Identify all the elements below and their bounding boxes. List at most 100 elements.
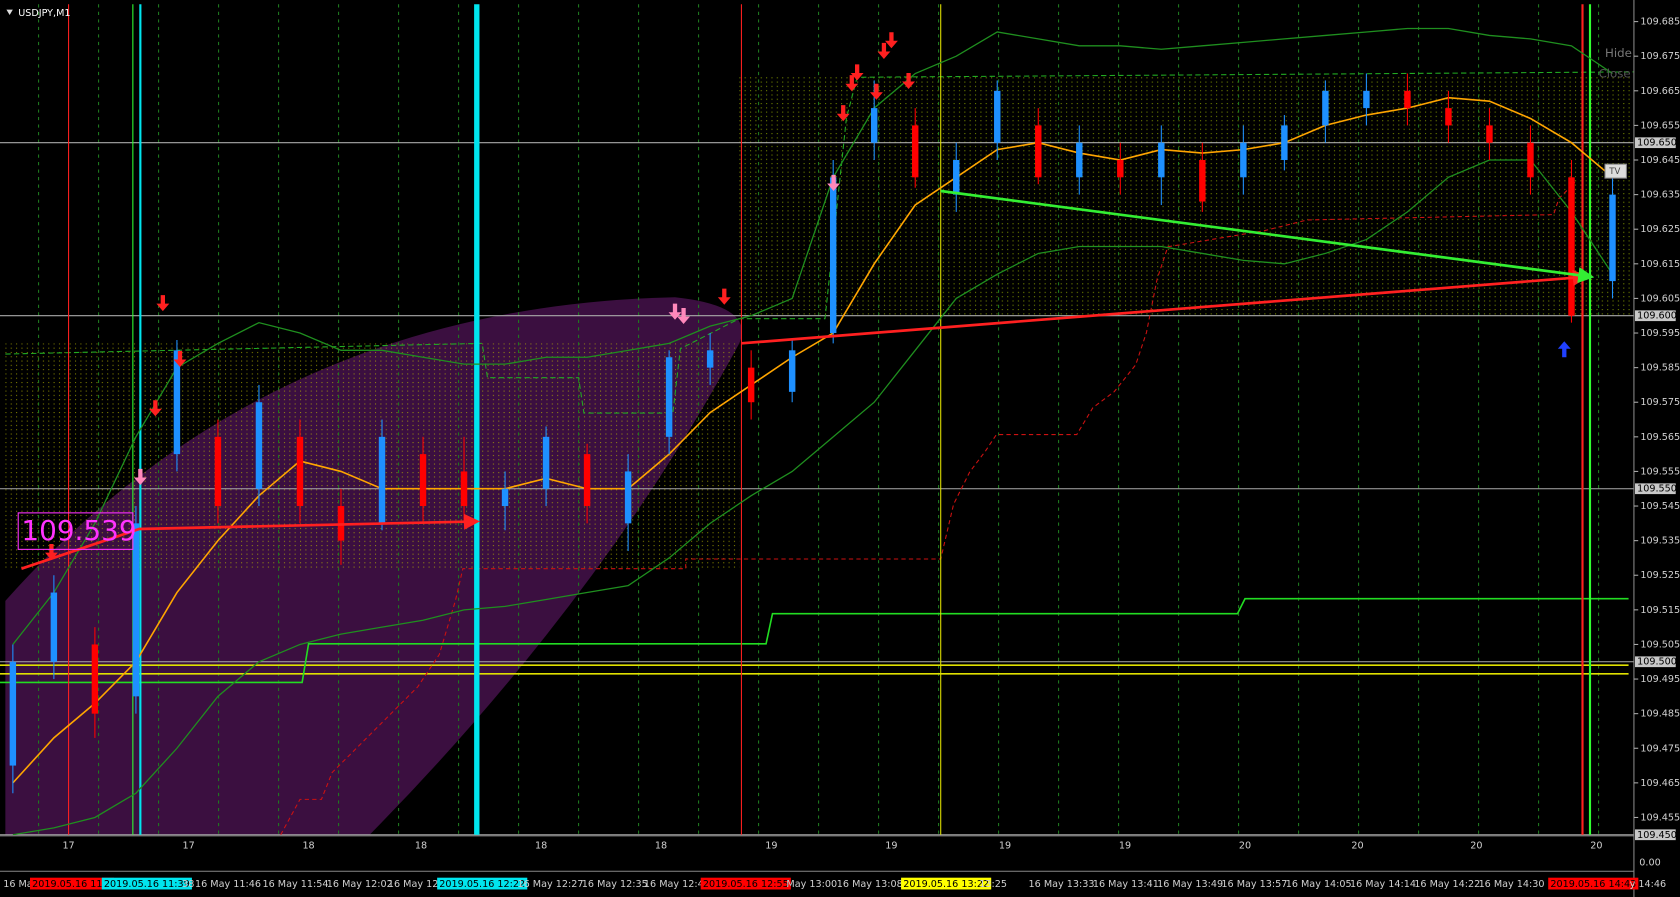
range-line <box>5 71 1634 414</box>
x-tick-label: 16 May 13:41 <box>1093 879 1159 890</box>
candle-body <box>542 436 550 489</box>
level-label: 109.550 <box>1637 484 1677 495</box>
level-lines <box>0 142 1634 836</box>
trend-line <box>940 189 1595 284</box>
candle-body <box>1486 125 1493 143</box>
zone <box>739 75 1634 317</box>
day-label: 17 <box>182 840 194 851</box>
candle-body <box>1363 90 1370 109</box>
y-tick-label: 109.595 <box>1640 328 1680 339</box>
candle-body <box>994 90 1001 143</box>
y-tick-label: 109.675 <box>1640 51 1680 62</box>
signal-arrows <box>45 32 1571 561</box>
y-tick-label: 109.475 <box>1640 743 1680 754</box>
y-tick-label: 109.495 <box>1640 674 1680 685</box>
x-tick-label: 38 <box>182 879 194 890</box>
candle-body <box>1117 160 1124 178</box>
candle-body <box>1527 142 1534 178</box>
y-tick-label: 109.515 <box>1640 605 1680 616</box>
y-tick-label: 109.505 <box>1640 639 1680 650</box>
indicator-line <box>12 27 1613 645</box>
level-tag <box>1635 656 1676 668</box>
level-label: 109.450 <box>1637 830 1677 841</box>
y-tick-label: 109.555 <box>1640 466 1680 477</box>
level-tag <box>1635 137 1676 149</box>
x-tick-label: 16 May 13:08 <box>837 879 903 890</box>
indicator-line <box>12 96 1614 784</box>
level-label: 109.500 <box>1637 657 1677 668</box>
signal-arrow <box>845 75 859 92</box>
day-label: 18 <box>655 840 667 851</box>
x-tick-label: 13:25 <box>979 879 1007 890</box>
signal-arrow <box>677 307 690 325</box>
stop-line <box>280 182 1576 836</box>
x-tick-label: 16 May 12:02 <box>327 879 393 890</box>
level-label: 109.600 <box>1637 311 1677 322</box>
candle-body <box>1035 125 1042 178</box>
axes: 109.685 109.675 109.665 109.655 109.645 109.6… <box>3 17 1680 891</box>
day-label: 20 <box>1239 840 1251 851</box>
day-label: 17 <box>62 840 74 851</box>
x-tick-label: 16 May 14:22 <box>1414 879 1480 890</box>
signal-arrow <box>148 400 162 417</box>
y-tick-label: 109.615 <box>1640 259 1680 270</box>
y-tick-label: 109.635 <box>1640 190 1680 201</box>
candle-body <box>1240 142 1247 178</box>
x-tick-label: May 13:00 <box>786 879 837 890</box>
day-label: 19 <box>1119 840 1131 851</box>
candle-body <box>583 454 591 507</box>
x-tick-label: 16 May 13:49 <box>1157 879 1223 890</box>
x-tick-label: 16 May 12: <box>388 879 442 890</box>
indicator-label: 0.00 <box>1639 858 1660 869</box>
day-label: 18 <box>535 840 547 851</box>
x-tick-label: 16 Ma <box>3 879 33 890</box>
chart-title: USDJPY,M1 <box>18 8 70 19</box>
tv-button[interactable]: TV <box>1608 167 1620 177</box>
candle-body <box>1076 142 1083 178</box>
x-tick-label: 16 May 13:57 <box>1221 879 1287 890</box>
close-button[interactable]: Close <box>1599 67 1631 81</box>
candle-body <box>296 436 304 507</box>
y-tick-label: 109.605 <box>1640 293 1680 304</box>
signal-arrow <box>836 105 850 122</box>
plot <box>9 27 1616 836</box>
signal-arrow <box>133 468 147 485</box>
candle-body <box>419 454 427 507</box>
y-tick-label: 109.665 <box>1640 86 1680 97</box>
x-tick-label: 16 May 11:46 <box>195 879 261 890</box>
candle-body <box>132 523 140 697</box>
time-marker-box <box>1548 877 1639 890</box>
y-tick-label: 109.625 <box>1640 224 1680 235</box>
time-marker-box <box>30 877 115 890</box>
candle-body <box>912 125 919 178</box>
time-marker-box <box>700 877 791 890</box>
x-tick-label: 16 May 14:30 <box>1479 879 1545 890</box>
hide-button[interactable]: Hide <box>1605 46 1632 60</box>
level-label: 109.650 <box>1637 138 1677 149</box>
day-label: 19 <box>999 840 1011 851</box>
x-tick-label: 2019.05.16 12:22 <box>439 879 525 890</box>
signal-arrow <box>850 64 864 81</box>
candle-body <box>1404 90 1411 109</box>
candle-body <box>173 350 181 455</box>
zone <box>5 343 740 569</box>
candle-body <box>1322 90 1329 126</box>
tv-box[interactable] <box>1604 163 1627 179</box>
level-tag <box>1635 829 1676 841</box>
candle-body <box>747 367 755 403</box>
candle-body <box>829 177 837 334</box>
day-label: 19 <box>885 840 897 851</box>
candle-body <box>501 488 509 507</box>
candle-body <box>1281 125 1288 161</box>
candle-body <box>1199 160 1206 202</box>
candle-body <box>624 471 632 524</box>
day-label: 19 <box>765 840 777 851</box>
candle-body <box>706 350 714 368</box>
level-tag <box>1635 310 1676 322</box>
signal-arrow <box>173 350 187 367</box>
x-tick-label: 16 May 11:54 <box>262 879 328 890</box>
indicator-line <box>12 159 1614 836</box>
x-tick-label: y 14:46 <box>1630 879 1666 890</box>
time-marker-box <box>901 877 992 890</box>
